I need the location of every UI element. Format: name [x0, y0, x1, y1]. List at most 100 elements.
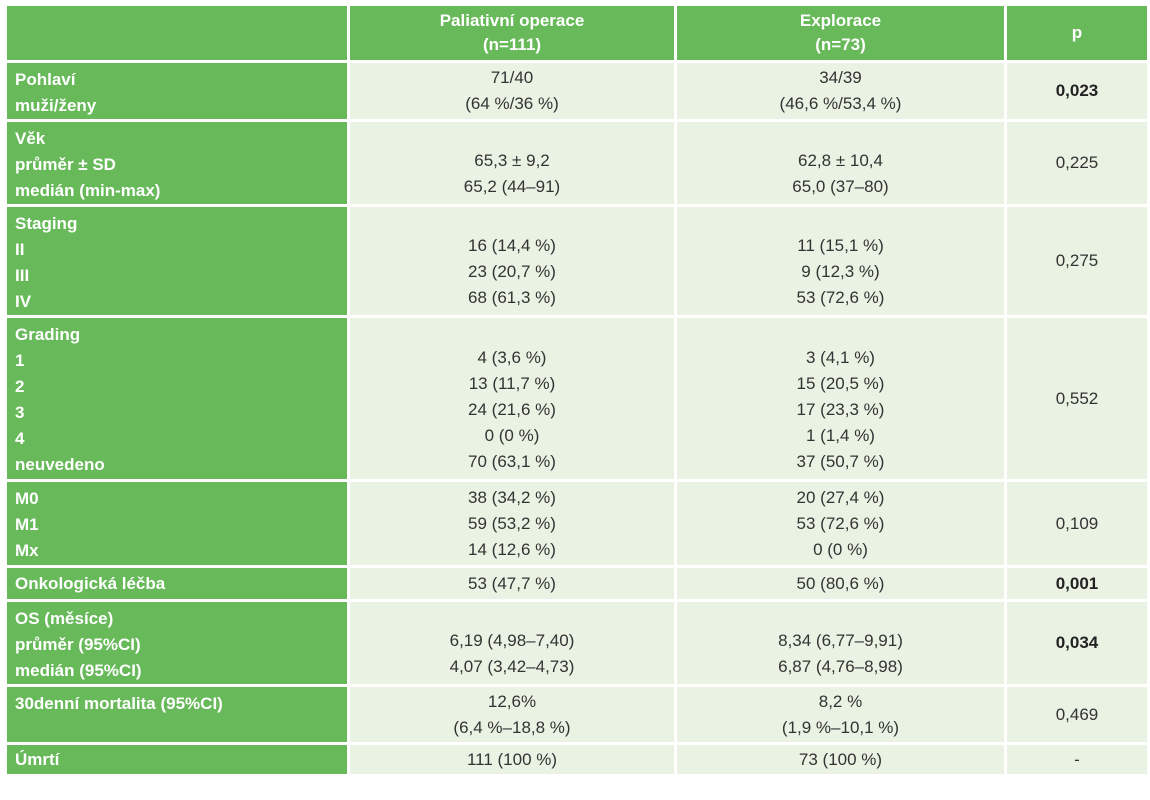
row-label-line: 3: [15, 403, 25, 422]
row-label-line: Úmrtí: [15, 749, 60, 769]
cell-explorace: 73 (100 %): [674, 742, 1007, 777]
cell-explorace: 50 (80,6 %): [674, 565, 1007, 602]
cell-value: 111 (100 %): [466, 749, 558, 769]
cell-value: 9 (12,3 %): [801, 262, 880, 281]
cell-value: 15 (20,5 %): [796, 374, 885, 393]
cell-value: 37 (50,7 %): [796, 452, 885, 471]
table-row: 30denní mortalita (95%CI) 12,6% (6,4 %–1…: [4, 684, 1150, 745]
row-label-line: Onkologická léčba: [15, 573, 166, 593]
table-row: Onkologická léčba 53 (47,7 %) 50 (80,6 %…: [4, 565, 1150, 602]
row-label-line: M1: [15, 515, 39, 534]
cell-value: 70 (63,1 %): [468, 452, 556, 471]
results-table-container: Paliativní operace (n=111) Explorace (n=…: [4, 3, 1150, 777]
table-row: Grading 1 2 3 4 neuvedeno 4 (3,6 %) 13 (…: [4, 315, 1150, 482]
cell-explorace: 11 (15,1 %) 9 (12,3 %) 53 (72,6 %): [674, 204, 1007, 318]
cell-explorace: 62,8 ± 10,4 65,0 (37–80): [674, 119, 1007, 207]
cell-p-value: 0,225: [1004, 119, 1150, 207]
cell-paliativni: 38 (34,2 %) 59 (53,2 %) 14 (12,6 %): [347, 479, 677, 568]
cell-value: 65,2 (44–91): [463, 177, 561, 196]
cell-value: 59 (53,2 %): [468, 513, 556, 533]
cell-value: 23 (20,7 %): [468, 262, 556, 281]
cell-explorace: 34/39 (46,6 %/53,4 %): [674, 60, 1007, 122]
cell-paliativni: 111 (100 %): [347, 742, 677, 777]
table-row: OS (měsíce) průměr (95%CI) medián (95%CI…: [4, 599, 1150, 687]
cell-value: 20 (27,4 %): [796, 487, 885, 507]
row-label-line: II: [15, 240, 25, 259]
cell-p-value: 0,109: [1004, 479, 1150, 568]
row-label-line: 30denní mortalita (95%CI): [15, 694, 223, 713]
cell-value: 1 (1,4 %): [806, 426, 875, 445]
cell-value: 12,6%: [487, 691, 537, 711]
cell-value: 53 (47,7 %): [468, 573, 556, 593]
cell-explorace: 8,2 % (1,9 %–10,1 %): [674, 684, 1007, 745]
header-label: p: [1071, 23, 1083, 42]
header-count: (n=111): [482, 35, 542, 54]
row-label-line: IV: [15, 292, 32, 311]
cell-value: 0 (0 %): [484, 426, 540, 445]
row-label-line: 2: [15, 377, 25, 396]
cell-paliativni: 71/40 (64 %/36 %): [347, 60, 677, 122]
cell-value: 4 (3,6 %): [477, 348, 547, 367]
cell-value: 17 (23,3 %): [796, 400, 885, 419]
cell-value: 0 (0 %): [813, 539, 868, 559]
row-label-line: Grading: [15, 325, 81, 344]
cell-value: 13 (11,7 %): [468, 374, 556, 393]
row-label: Grading 1 2 3 4 neuvedeno: [4, 315, 350, 482]
row-label: OS (měsíce) průměr (95%CI) medián (95%CI…: [4, 599, 350, 687]
cell-explorace: 8,34 (6,77–9,91) 6,87 (4,76–8,98): [674, 599, 1007, 687]
cell-value: 65,0 (37–80): [792, 177, 889, 196]
cell-paliativni: 53 (47,7 %): [347, 565, 677, 602]
row-label: Úmrtí: [4, 742, 350, 777]
cell-value: 6,87 (4,76–8,98): [778, 657, 903, 676]
cell-explorace: 3 (4,1 %) 15 (20,5 %) 17 (23,3 %) 1 (1,4…: [674, 315, 1007, 482]
row-label-line: Pohlaví: [15, 70, 76, 89]
cell-paliativni: 65,3 ± 9,2 65,2 (44–91): [347, 119, 677, 207]
cell-paliativni: 12,6% (6,4 %–18,8 %): [347, 684, 677, 745]
cell-value: 73 (100 %): [798, 749, 883, 769]
cell-paliativni: 16 (14,4 %) 23 (20,7 %) 68 (61,3 %): [347, 204, 677, 318]
cell-value: 71/40: [490, 68, 534, 87]
cell-value: (64 %/36 %): [465, 94, 559, 113]
cell-value: 53 (72,6 %): [796, 288, 885, 307]
cell-value: 16 (14,4 %): [468, 236, 556, 255]
cell-p-value: 0,023: [1004, 60, 1150, 122]
row-label-line: M0: [15, 489, 39, 508]
table-row: Úmrtí 111 (100 %) 73 (100 %) -: [4, 742, 1150, 777]
cell-p-value: 0,034: [1004, 599, 1150, 687]
row-label-line: Mx: [15, 541, 39, 560]
header-explorace: Explorace (n=73): [674, 3, 1007, 63]
table-row: M0 M1 Mx 38 (34,2 %) 59 (53,2 %) 14 (12,…: [4, 479, 1150, 568]
header-label: Paliativní operace: [439, 11, 585, 30]
results-table: Paliativní operace (n=111) Explorace (n=…: [4, 3, 1150, 777]
cell-value: 62,8 ± 10,4: [798, 151, 883, 170]
row-label: M0 M1 Mx: [4, 479, 350, 568]
cell-explorace: 20 (27,4 %) 53 (72,6 %) 0 (0 %): [674, 479, 1007, 568]
table-row: Věk průměr ± SD medián (min-max) 65,3 ± …: [4, 119, 1150, 207]
row-label-line: 1: [15, 351, 25, 370]
row-label-line: 4: [15, 429, 25, 448]
row-label-line: medián (min-max): [15, 181, 161, 200]
row-label: Pohlaví muži/ženy: [4, 60, 350, 122]
table-row: Staging II III IV 16 (14,4 %) 23 (20,7 %…: [4, 204, 1150, 318]
table-header-row: Paliativní operace (n=111) Explorace (n=…: [4, 3, 1150, 63]
row-label-line: III: [15, 266, 30, 285]
row-label-line: neuvedeno: [15, 455, 105, 474]
row-label-line: OS (měsíce): [15, 609, 114, 628]
row-label: Staging II III IV: [4, 204, 350, 318]
cell-paliativni: 4 (3,6 %) 13 (11,7 %) 24 (21,6 %) 0 (0 %…: [347, 315, 677, 482]
cell-value: 50 (80,6 %): [796, 573, 885, 593]
row-label: Onkologická léčba: [4, 565, 350, 602]
cell-value: 34/39: [819, 68, 862, 87]
cell-p-value: 0,469: [1004, 684, 1150, 745]
table-row: Pohlaví muži/ženy 71/40 (64 %/36 %) 34/3…: [4, 60, 1150, 122]
cell-p-value: 0,275: [1004, 204, 1150, 318]
row-label-line: Staging: [15, 214, 78, 233]
cell-value: 11 (15,1 %): [797, 236, 884, 255]
cell-value: 38 (34,2 %): [468, 487, 556, 507]
header-label: Explorace: [799, 11, 882, 30]
row-label: Věk průměr ± SD medián (min-max): [4, 119, 350, 207]
row-label: 30denní mortalita (95%CI): [4, 684, 350, 745]
cell-value: 8,34 (6,77–9,91): [778, 631, 903, 650]
row-label-line: průměr (95%CI): [15, 635, 141, 654]
header-count: (n=73): [815, 35, 866, 54]
